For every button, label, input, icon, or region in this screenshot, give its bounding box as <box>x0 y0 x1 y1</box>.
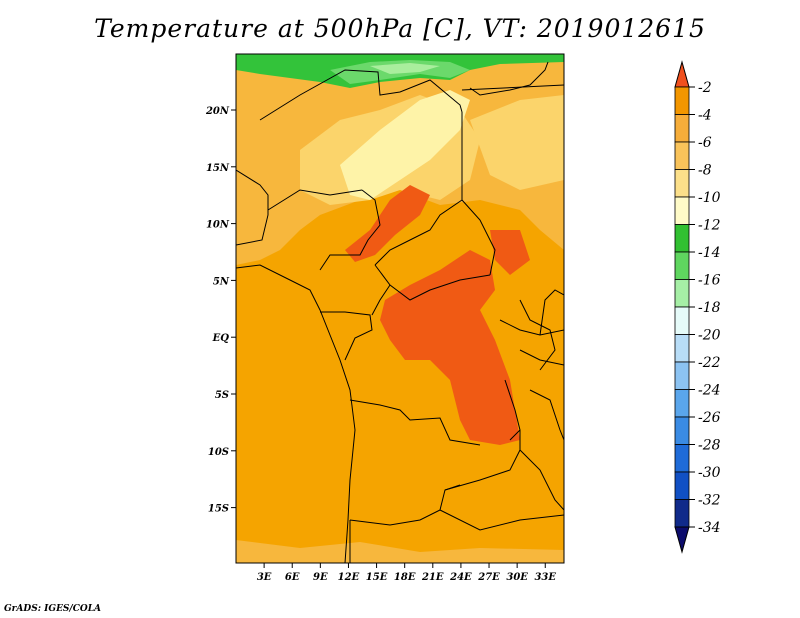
y-tick-label: 20N <box>205 106 230 117</box>
y-tick-label: 15S <box>208 504 229 515</box>
field-green-light <box>370 63 440 74</box>
field-shade-ocean <box>236 268 360 563</box>
border-ne <box>469 61 549 96</box>
y-axis-ticks: 20N 15N 10N 5N EQ 5S 10S 15S <box>205 106 236 515</box>
border-kenya <box>539 289 564 336</box>
border-coast <box>236 264 356 563</box>
colorbar-label: -28 <box>698 438 721 454</box>
colorbar-label: -24 <box>698 383 721 399</box>
border-lake-2 <box>519 299 556 371</box>
map-frame <box>235 53 565 564</box>
colorbar-box <box>674 169 690 198</box>
colorbar-box <box>674 444 690 473</box>
x-tick-label: 3E <box>257 572 272 583</box>
colorbar-bottom-triangle <box>674 526 690 554</box>
colorbar: -2 -4 -6 -8 -10 -12 -14 -16 -18 -20 -22 -24 -26 -28 -3… <box>674 60 721 554</box>
colorbar-label: -2 <box>698 80 712 96</box>
colorbar-box <box>674 389 690 418</box>
field-shade-sw <box>236 540 564 563</box>
colorbar-box <box>674 306 690 335</box>
y-tick-label: EQ <box>212 333 230 344</box>
field-warm-east <box>490 230 530 275</box>
border-gabon <box>320 311 373 361</box>
colorbar-label: -10 <box>698 190 721 206</box>
x-tick-label: 24E <box>449 572 472 583</box>
temperature-field <box>236 54 564 563</box>
colorbar-box <box>674 279 690 308</box>
colorbar-label: -32 <box>698 493 721 509</box>
colorbar-label: -8 <box>698 163 712 179</box>
border-east-2 <box>519 349 564 366</box>
x-tick-label: 33E <box>534 572 556 583</box>
colorbar-label: -12 <box>698 218 721 234</box>
colorbar-label: -16 <box>698 273 721 289</box>
colorbar-box <box>674 361 690 390</box>
colorbar-label: -30 <box>698 465 721 481</box>
colorbar-box <box>674 141 690 170</box>
x-tick-label: 6E <box>285 572 300 583</box>
colorbar-box <box>674 224 690 253</box>
x-tick-label: 27E <box>477 572 500 583</box>
border-lake-1 <box>504 379 521 441</box>
colorbar-box <box>674 86 690 115</box>
x-tick-label: 9E <box>313 572 328 583</box>
colorbar-label: -14 <box>698 245 721 261</box>
colorbar-label: -34 <box>698 520 721 536</box>
colorbar-box <box>674 196 690 225</box>
x-tick-label: 15E <box>366 572 388 583</box>
y-tick-label: 5S <box>215 390 229 401</box>
x-tick-label: 12E <box>338 572 360 583</box>
y-tick-label: 15N <box>206 163 230 174</box>
chart-title: Temperature at 500hPa [C], VT: 201901261… <box>94 14 706 43</box>
field-shade-band <box>340 90 470 200</box>
border-west-1 <box>236 169 269 246</box>
colorbar-label: -22 <box>698 355 721 371</box>
colorbar-top-triangle <box>674 60 690 88</box>
colorbar-box <box>674 499 690 528</box>
border-sudan <box>461 199 496 276</box>
border-north-1 <box>259 69 463 121</box>
field-shade-east <box>470 95 564 190</box>
colorbar-box <box>674 471 690 500</box>
colorbar-box <box>674 114 690 143</box>
border-car <box>374 264 491 301</box>
x-tick-label: 21E <box>421 572 444 583</box>
border-chad-east <box>461 84 564 91</box>
y-tick-label: 10S <box>208 447 229 458</box>
border-mozambique <box>519 449 564 511</box>
border-congo <box>371 284 391 316</box>
y-tick-label: 5N <box>213 276 230 287</box>
colorbar-label: -26 <box>698 410 721 426</box>
country-borders <box>236 61 564 563</box>
y-tick-label: 10N <box>206 220 230 231</box>
credit-text: GrADS: IGES/COLA <box>4 604 102 614</box>
x-tick-label: 18E <box>394 572 416 583</box>
colorbar-label: -4 <box>698 108 712 124</box>
border-drc-angola <box>349 399 481 446</box>
colorbar-label: -6 <box>698 135 712 151</box>
x-tick-label: 30E <box>506 572 528 583</box>
colorbar-label: -18 <box>698 300 721 316</box>
border-botswana <box>439 509 564 531</box>
border-tanzania <box>529 389 564 441</box>
colorbar-label: -20 <box>698 328 721 344</box>
border-west-2 <box>267 189 363 211</box>
colorbar-box <box>674 251 690 280</box>
border-chad-south <box>319 189 381 271</box>
x-axis-ticks: 3E 6E 9E 12E 15E 18E 21E 24E 27E 30E 33E <box>257 563 556 583</box>
field-warm-core <box>380 250 520 445</box>
border-east <box>499 319 564 336</box>
border-zambia <box>444 430 521 491</box>
colorbar-box <box>674 416 690 445</box>
colorbar-box <box>674 334 690 363</box>
